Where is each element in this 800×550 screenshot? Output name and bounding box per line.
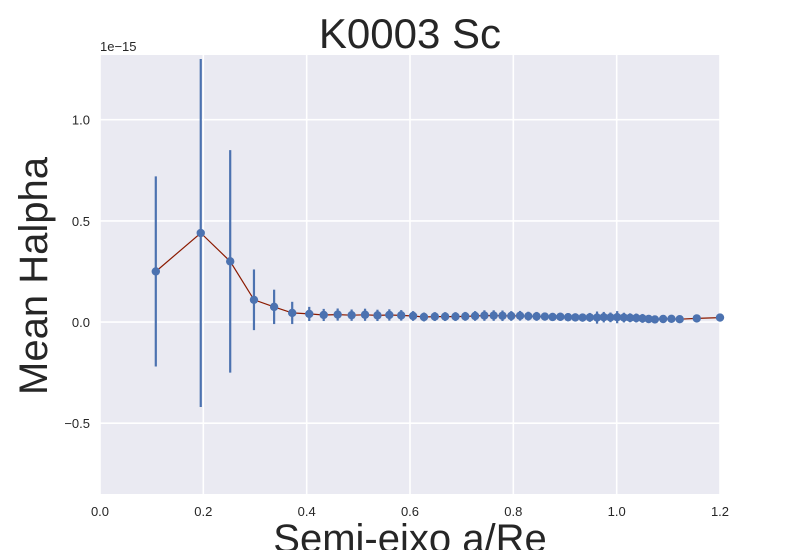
data-point [585, 313, 594, 322]
y-tick-label: 1.0 [72, 113, 90, 128]
data-point [658, 314, 668, 324]
data-point [524, 311, 533, 321]
data-point [360, 310, 370, 319]
data-point [440, 312, 450, 321]
data-point [419, 312, 429, 322]
data-point [638, 314, 647, 323]
y-axis-label: Mean Halpha [12, 156, 56, 395]
gridlines [99, 55, 721, 494]
data-point [319, 310, 328, 320]
data-point [612, 312, 622, 322]
data-point [592, 313, 602, 322]
x-tick-label: 1.2 [711, 504, 729, 519]
data-point [599, 312, 608, 322]
data-point [489, 311, 498, 320]
data-point [397, 311, 406, 320]
data-point [507, 311, 516, 321]
x-tick-label: 0.8 [504, 504, 522, 519]
data-point [347, 310, 356, 320]
data-point [675, 315, 684, 324]
y-tick-label: 0.5 [72, 214, 90, 229]
data-point [226, 257, 235, 266]
data-point [715, 313, 725, 322]
data-point [578, 313, 587, 322]
data-point [480, 311, 489, 320]
data-point [556, 312, 565, 321]
data-point [498, 311, 507, 320]
x-tick-label: 1.0 [608, 504, 626, 519]
data-point [644, 314, 653, 324]
data-point [451, 312, 460, 321]
x-axis-label: Semi-eixo a/Re [273, 517, 546, 550]
y-offset-label: 1e−15 [100, 39, 137, 54]
data-point [532, 312, 541, 321]
chart-title: K0003 Sc [319, 10, 501, 57]
x-tick-label: 0.4 [298, 504, 316, 519]
data-point [540, 312, 550, 321]
data-point [692, 314, 701, 323]
y-tick-labels: −0.5 0.0 0.5 1.0 [64, 113, 90, 431]
data-point [548, 312, 557, 322]
data-point [606, 313, 615, 322]
data-point [288, 308, 297, 318]
x-tick-labels: 0.0 0.2 0.4 0.6 0.8 1.0 1.2 [91, 504, 729, 519]
x-tick-label: 0.6 [401, 504, 419, 519]
data-point [196, 228, 205, 238]
data-point [408, 311, 418, 321]
x-tick-label: 0.2 [194, 504, 212, 519]
data-point [249, 295, 259, 304]
data-point [667, 314, 676, 324]
data-point [305, 309, 314, 319]
data-point [625, 313, 635, 322]
y-tick-label: −0.5 [64, 416, 90, 431]
data-point [632, 313, 641, 323]
data-point [333, 310, 342, 319]
data-point [461, 312, 470, 321]
y-tick-label: 0.0 [72, 315, 90, 330]
data-point [515, 311, 525, 320]
data-point [470, 311, 480, 321]
data-point [151, 267, 160, 276]
data-point [385, 310, 394, 320]
data-point [563, 312, 573, 322]
x-tick-label: 0.0 [91, 504, 109, 519]
data-point [650, 315, 660, 324]
data-point [571, 313, 580, 322]
data-points [151, 228, 725, 324]
data-point [269, 302, 279, 312]
data-point [619, 313, 629, 322]
data-point [430, 312, 439, 321]
data-point [373, 311, 382, 320]
